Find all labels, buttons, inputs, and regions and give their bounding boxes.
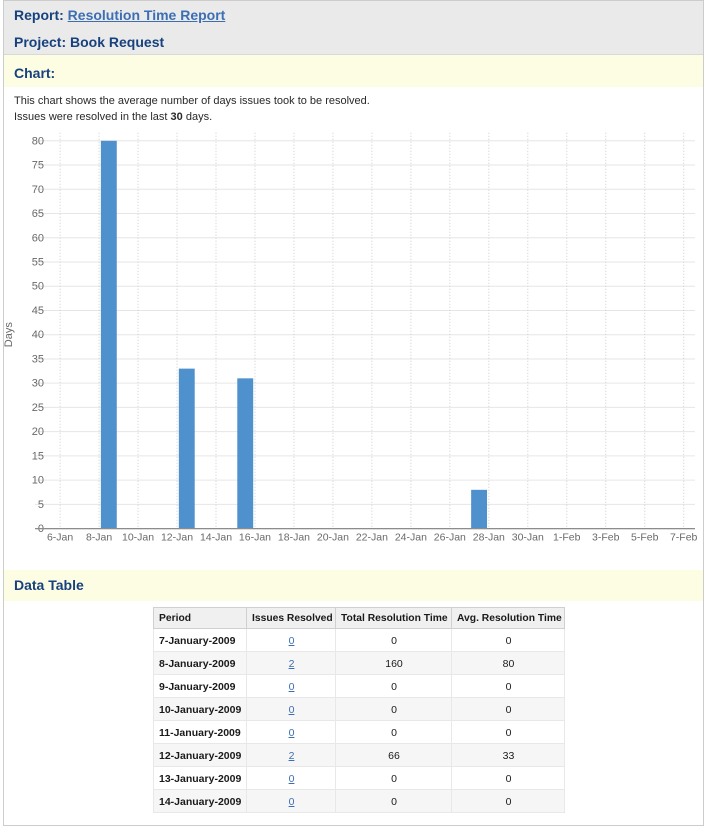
svg-text:55: 55 (32, 256, 44, 268)
svg-text:5-Feb: 5-Feb (631, 532, 659, 544)
svg-text:60: 60 (32, 232, 44, 244)
svg-text:15: 15 (32, 450, 44, 462)
svg-text:10-Jan: 10-Jan (122, 532, 154, 544)
svg-text:22-Jan: 22-Jan (356, 532, 388, 544)
svg-text:12-Jan: 12-Jan (161, 532, 193, 544)
svg-text:75: 75 (32, 160, 44, 172)
svg-text:24-Jan: 24-Jan (395, 532, 427, 544)
svg-text:80: 80 (32, 135, 44, 147)
svg-text:3-Feb: 3-Feb (592, 532, 620, 544)
svg-text:45: 45 (32, 305, 44, 317)
svg-text:70: 70 (32, 184, 44, 196)
svg-text:1-Feb: 1-Feb (553, 532, 581, 544)
svg-text:65: 65 (32, 208, 44, 220)
svg-text:8-Jan: 8-Jan (86, 532, 112, 544)
svg-text:16-Jan: 16-Jan (239, 532, 271, 544)
svg-text:30: 30 (32, 378, 44, 390)
svg-text:20: 20 (32, 426, 44, 438)
svg-text:30-Jan: 30-Jan (512, 532, 544, 544)
svg-text:26-Jan: 26-Jan (434, 532, 466, 544)
svg-text:10: 10 (32, 475, 44, 487)
svg-text:25: 25 (32, 402, 44, 414)
svg-text:18-Jan: 18-Jan (278, 532, 310, 544)
svg-text:50: 50 (32, 281, 44, 293)
svg-text:14-Jan: 14-Jan (200, 532, 232, 544)
svg-text:28-Jan: 28-Jan (473, 532, 505, 544)
svg-text:6-Jan: 6-Jan (47, 532, 73, 544)
svg-text:5: 5 (38, 499, 44, 511)
svg-text:40: 40 (32, 329, 44, 341)
svg-text:35: 35 (32, 353, 44, 365)
svg-text:7-Feb: 7-Feb (670, 532, 698, 544)
svg-text:20-Jan: 20-Jan (317, 532, 349, 544)
svg-text:Days: Days (4, 322, 15, 348)
